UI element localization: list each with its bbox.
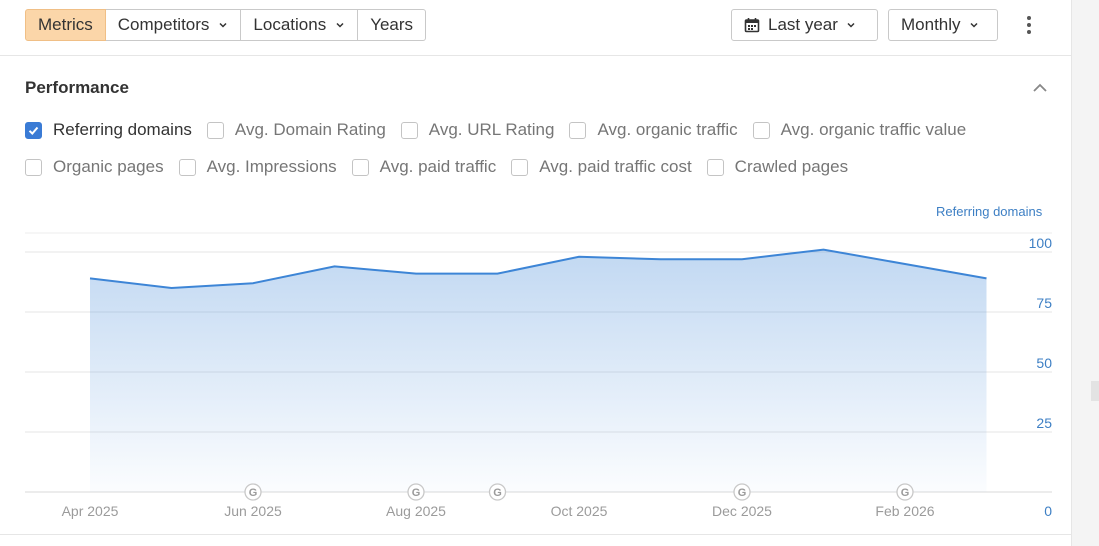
checkbox-icon[interactable] [206, 121, 224, 139]
metric-checkbox-row: Organic pages Avg. Impressions Avg. paid t… [25, 157, 863, 177]
y-tick-label: 25 [1036, 415, 1052, 431]
metric-checkbox-avg-paid-traffic-cost[interactable]: Avg. paid traffic cost [511, 157, 692, 177]
x-tick-label: Oct 2025 [551, 503, 608, 519]
y-tick-label: 50 [1036, 355, 1052, 371]
data-point[interactable] [984, 275, 990, 281]
data-point[interactable] [495, 271, 501, 277]
y-tick-label: 75 [1036, 295, 1052, 311]
series-area [90, 249, 987, 492]
annotation-label: G [412, 487, 421, 499]
x-tick-label: Jun 2025 [224, 503, 282, 519]
metric-checkbox-avg-impressions[interactable]: Avg. Impressions [178, 157, 337, 177]
interval-label: Monthly [901, 15, 961, 34]
metric-checkbox-label: Avg. Impressions [206, 157, 337, 176]
section-divider [0, 534, 1071, 535]
checkbox-icon[interactable] [178, 158, 196, 176]
metric-checkbox-avg-organic-traffic-value[interactable]: Avg. organic traffic value [752, 120, 967, 140]
tab-locations-label: Locations [253, 15, 327, 34]
metric-checkbox-label: Avg. paid traffic cost [539, 157, 692, 176]
chevron-down-icon [847, 22, 855, 28]
chevron-up-icon[interactable] [1031, 80, 1049, 96]
metric-checkbox-label: Referring domains [53, 120, 192, 139]
data-point[interactable] [413, 271, 419, 277]
metric-checkbox-avg-domain-rating[interactable]: Avg. Domain Rating [206, 120, 386, 140]
page-scrollbar-thumb[interactable] [1091, 381, 1099, 401]
metric-checkbox-avg-url-rating[interactable]: Avg. URL Rating [400, 120, 555, 140]
y-tick-label: 100 [1029, 235, 1053, 251]
tab-competitors-label: Competitors [117, 15, 210, 34]
annotation-label: G [738, 487, 747, 499]
data-point[interactable] [658, 256, 664, 262]
metric-checkbox-label: Avg. Domain Rating [234, 120, 386, 139]
checkbox-icon[interactable] [400, 121, 418, 139]
referring-domains-chart: G G G G G Apr 2025 Jun 2025 Aug 2025 Oct 2025 De… [25, 232, 1053, 519]
series-line[interactable] [89, 248, 987, 290]
google-update-marker[interactable]: G [488, 483, 507, 501]
date-range-dropdown[interactable]: Last year [731, 9, 878, 41]
chevron-down-icon [219, 22, 227, 28]
x-tick-label: Dec 2025 [712, 503, 772, 519]
google-update-marker[interactable]: G [896, 483, 914, 501]
metric-checkbox-organic-pages[interactable]: Organic pages [25, 157, 164, 177]
data-point[interactable] [169, 285, 175, 291]
checkbox-icon[interactable] [752, 121, 770, 139]
metric-checkbox-referring-domains[interactable]: Referring domains [25, 120, 192, 140]
metric-checkbox-label: Crawled pages [734, 157, 849, 176]
data-point[interactable] [902, 261, 908, 267]
annotation-label: G [493, 487, 502, 499]
metric-checkbox-crawled-pages[interactable]: Crawled pages [706, 157, 849, 177]
google-update-marker[interactable]: G [407, 483, 425, 501]
tab-metrics-label: Metrics [38, 15, 93, 34]
interval-dropdown[interactable]: Monthly [888, 9, 998, 41]
checkbox-checked-icon[interactable] [25, 121, 42, 139]
metric-checkbox-avg-paid-traffic[interactable]: Avg. paid traffic [351, 157, 497, 177]
x-tick-label: Feb 2026 [875, 503, 934, 519]
y-tick-label: 0 [1044, 503, 1052, 519]
tab-years[interactable]: Years [358, 9, 427, 41]
data-point[interactable] [332, 263, 338, 269]
metric-checkbox-label: Organic pages [53, 157, 164, 176]
google-update-marker[interactable]: G [244, 483, 262, 501]
x-tick-label: Aug 2025 [386, 503, 446, 519]
checkbox-icon[interactable] [706, 158, 724, 176]
checkbox-icon[interactable] [511, 158, 529, 176]
metric-checkbox-label: Avg. URL Rating [428, 120, 555, 139]
checkbox-icon[interactable] [351, 158, 369, 176]
kebab-menu-icon[interactable] [1018, 12, 1040, 38]
annotation-label: G [249, 487, 258, 499]
x-tick-label: Apr 2025 [62, 503, 119, 519]
google-update-marker[interactable]: G [733, 483, 751, 501]
tab-locations[interactable]: Locations [241, 9, 359, 41]
metric-checkbox-label: Avg. organic traffic [597, 120, 738, 139]
date-range-label: Last year [768, 15, 838, 34]
tab-metrics[interactable]: Metrics [25, 9, 106, 41]
calendar-icon [744, 18, 760, 33]
chevron-down-icon [970, 22, 978, 28]
view-tabs: Metrics Competitors Locations Years [25, 9, 427, 41]
metric-checkbox-avg-organic-traffic[interactable]: Avg. organic traffic [569, 120, 738, 140]
metric-checkbox-label: Avg. paid traffic [379, 157, 497, 176]
data-point[interactable] [739, 256, 745, 262]
tab-years-label: Years [370, 15, 414, 34]
report-toolbar: Metrics Competitors Locations Years Last… [0, 0, 1071, 56]
metric-checkbox-label: Avg. organic traffic value [780, 120, 967, 139]
page-scrollbar-track[interactable] [1071, 0, 1099, 546]
data-point[interactable] [821, 247, 827, 253]
chart-series-label: Referring domains [936, 204, 1043, 219]
chevron-down-icon [336, 22, 344, 28]
tab-competitors[interactable]: Competitors [105, 9, 242, 41]
data-point[interactable] [576, 254, 582, 260]
annotation-label: G [901, 487, 910, 499]
section-title: Performance [25, 78, 129, 97]
data-point[interactable] [87, 275, 93, 281]
checkbox-icon[interactable] [25, 158, 42, 176]
checkbox-icon[interactable] [569, 121, 587, 139]
metric-checkbox-row: Referring domains Avg. Domain Rating Avg. … [25, 120, 981, 140]
data-point[interactable] [250, 280, 256, 286]
